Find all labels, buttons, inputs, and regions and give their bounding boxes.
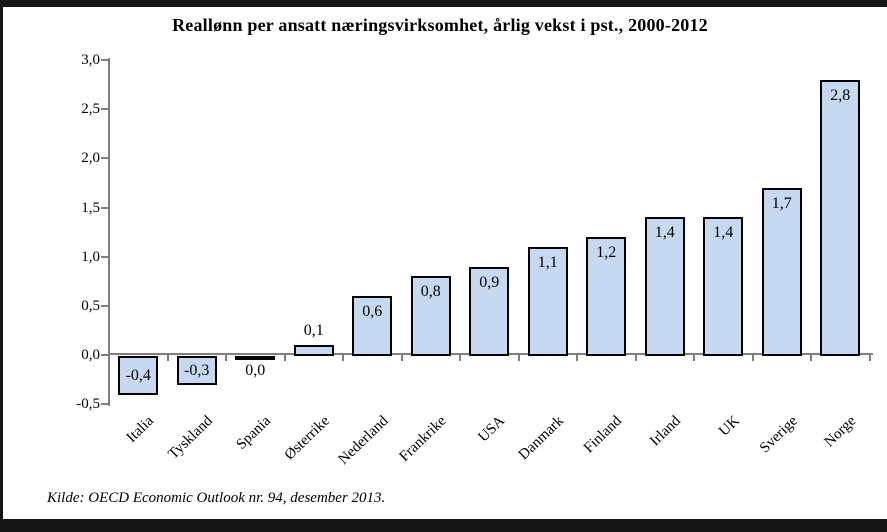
x-tick-mark	[400, 355, 403, 361]
y-tick-label: 2,5	[81, 101, 100, 118]
bar-value-label: 1,2	[596, 244, 617, 262]
x-category-label: Irland	[646, 413, 684, 450]
bar-value-label: 0,6	[362, 303, 383, 321]
x-tick-mark	[283, 355, 286, 361]
x-tick-mark	[810, 355, 812, 361]
x-category-label: Tyskland	[165, 413, 216, 463]
bar	[176, 356, 217, 386]
y-tick-mark	[101, 255, 108, 258]
x-tick-mark	[459, 355, 461, 361]
bar	[761, 187, 802, 356]
y-axis-line	[108, 58, 110, 407]
x-category-label: Norge	[821, 413, 860, 451]
bar-value-label: 1,1	[537, 253, 558, 271]
bar	[820, 79, 861, 356]
x-category-label: Italia	[124, 413, 158, 446]
x-category-label: Frankrike	[396, 413, 450, 466]
source-note: Kilde: OECD Economic Outlook nr. 94, des…	[47, 490, 386, 506]
x-tick-mark	[225, 355, 227, 361]
x-tick-mark	[751, 355, 754, 361]
x-tick-mark	[108, 355, 110, 361]
x-category-label: Nederland	[335, 413, 392, 468]
bar	[118, 356, 159, 396]
x-tick-mark	[634, 355, 637, 361]
y-tick-label: -0,5	[76, 396, 100, 413]
x-category-label: Danmark	[515, 413, 567, 464]
x-tick-mark	[868, 355, 871, 361]
bar	[586, 237, 627, 356]
y-tick-label: 1,0	[81, 248, 100, 265]
bar	[235, 356, 276, 360]
bar	[410, 276, 451, 356]
x-category-label: UK	[715, 413, 743, 440]
bar	[352, 296, 393, 356]
page-edge-band-left	[0, 0, 3, 532]
x-tick-mark	[517, 355, 520, 361]
y-tick-label: 0,0	[81, 347, 100, 363]
y-tick-mark	[101, 206, 108, 209]
bar-value-label: 0,1	[303, 322, 324, 340]
bar	[703, 217, 744, 356]
y-tick-label: 0,5	[81, 297, 100, 314]
y-tick-mark	[101, 157, 108, 160]
bar-value-label: 1,7	[771, 194, 792, 212]
x-category-label: Østerrike	[281, 413, 333, 464]
x-category-label: Finland	[581, 413, 626, 457]
bar-value-label: 1,4	[654, 224, 675, 242]
x-tick-mark	[693, 355, 695, 361]
bar-value-label: 0,9	[479, 273, 500, 291]
x-tick-mark	[166, 355, 169, 361]
chart-title: Reallønn per ansatt næringsvirksomhet, å…	[172, 15, 708, 35]
y-tick-label: 3,0	[81, 52, 100, 69]
bar	[644, 217, 685, 356]
bar	[293, 345, 334, 356]
x-tick-mark	[576, 355, 578, 361]
y-tick-mark	[101, 304, 108, 307]
page-edge-band-bottom	[0, 519, 887, 532]
page-edge-band-top	[0, 0, 887, 7]
bar-value-label: 2,8	[830, 86, 851, 104]
y-tick-mark	[101, 403, 108, 406]
y-tick-mark	[101, 354, 108, 356]
bar-value-label: 0,0	[245, 362, 266, 379]
y-tick-label: 1,5	[81, 199, 100, 216]
x-category-label: Sverige	[756, 413, 801, 457]
bar-value-label: 0,8	[420, 283, 441, 301]
bar-value-label: 1,4	[713, 224, 734, 242]
y-tick-mark	[101, 59, 108, 62]
bar-value-label: -0,4	[125, 366, 151, 384]
x-category-label: USA	[475, 413, 509, 446]
x-category-label: Spania	[233, 413, 275, 453]
bar	[527, 246, 568, 356]
bar-value-label: -0,3	[184, 361, 210, 379]
y-tick-mark	[101, 108, 108, 111]
y-tick-label: 2,0	[81, 150, 100, 167]
x-tick-mark	[342, 355, 344, 361]
bar	[469, 266, 510, 356]
